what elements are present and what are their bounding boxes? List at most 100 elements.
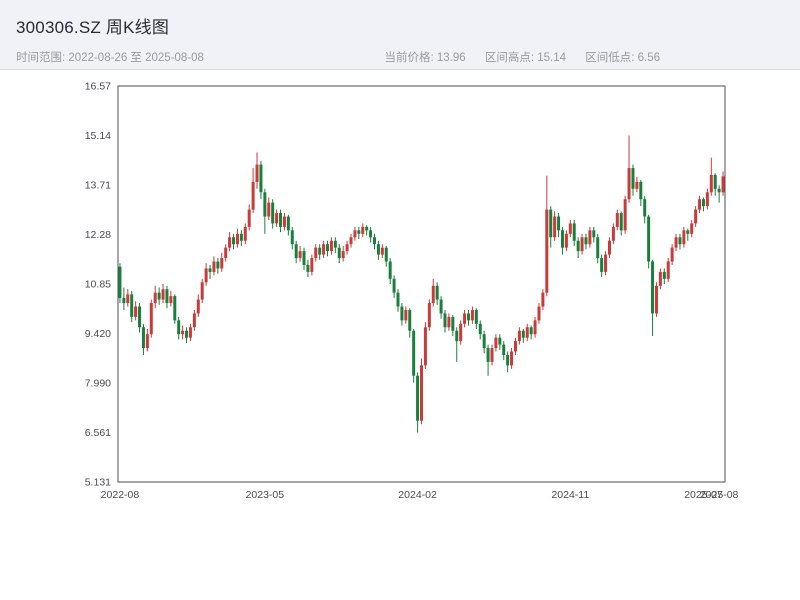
candle-body	[181, 330, 185, 335]
candle-body	[639, 181, 643, 200]
candle-body	[670, 247, 674, 262]
candle-body	[416, 375, 420, 421]
candle-body	[627, 168, 631, 200]
candle-body	[228, 237, 232, 248]
candle-body	[384, 247, 388, 262]
candle-body	[678, 237, 682, 245]
candle-body	[466, 313, 470, 321]
y-axis-tick-label: 13.71	[85, 180, 111, 192]
candle-body	[596, 237, 600, 259]
candle-body	[169, 296, 173, 304]
candle-body	[557, 216, 561, 231]
candle-body	[271, 202, 275, 224]
candle-body	[553, 216, 557, 238]
candle-body	[674, 237, 678, 248]
candle-body	[455, 330, 459, 342]
candle-body	[243, 226, 247, 241]
x-axis-tick-label: 2025-07	[684, 489, 723, 501]
candle-body	[188, 327, 192, 338]
candle-body	[686, 230, 690, 234]
candle-body	[404, 309, 408, 321]
candle-body	[619, 213, 623, 231]
candle-body	[275, 213, 279, 224]
candle-body	[517, 330, 521, 342]
candle-body	[420, 365, 423, 421]
candle-body	[478, 323, 482, 335]
candle-body	[506, 354, 510, 366]
candle-body	[173, 296, 177, 321]
candle-body	[662, 271, 666, 279]
candle-body	[423, 327, 427, 366]
candle-body	[580, 237, 584, 252]
candle-body	[498, 337, 502, 345]
candle-body	[157, 292, 161, 300]
candle-body	[298, 251, 302, 259]
candle-body	[177, 320, 181, 335]
candle-body	[141, 327, 145, 349]
current-price-label: 当前价格: 13.96	[384, 52, 466, 64]
y-axis-tick-label: 15.14	[85, 130, 111, 142]
chart-header: 300306.SZ 周K线图 时间范围: 2022-08-26 至 2025-0…	[0, 0, 800, 70]
candle-body	[251, 181, 255, 210]
candle-body	[490, 348, 494, 362]
candle-body	[392, 278, 396, 293]
candle-body	[357, 230, 361, 234]
candle-body	[588, 230, 592, 245]
candle-body	[604, 254, 608, 272]
candle-body	[161, 289, 165, 300]
candle-body	[341, 251, 345, 259]
candle-body	[705, 192, 709, 207]
candle-body	[654, 285, 658, 314]
candle-body	[615, 213, 619, 227]
candle-body	[635, 181, 639, 189]
range-low-label: 区间低点: 6.56	[585, 52, 660, 64]
candle-body	[463, 313, 467, 324]
y-axis-tick-label: 6.561	[85, 427, 111, 439]
candle-body	[643, 199, 647, 217]
candle-body	[361, 226, 365, 234]
candle-body	[447, 316, 451, 328]
candle-body	[541, 292, 545, 307]
candle-body	[592, 230, 596, 238]
x-axis-tick-label: 2024-02	[398, 489, 437, 501]
candle-body	[145, 334, 149, 349]
candle-body	[698, 199, 702, 210]
candle-body	[126, 294, 130, 304]
candle-body	[388, 261, 392, 279]
candle-body	[373, 237, 377, 245]
candle-body	[118, 266, 122, 298]
candle-body	[314, 247, 318, 259]
candle-body	[130, 294, 134, 317]
y-axis-tick-label: 16.57	[85, 81, 111, 93]
candle-body	[318, 247, 322, 255]
y-axis-tick-label: 5.131	[85, 477, 111, 489]
candle-body	[600, 258, 604, 272]
candle-body	[263, 192, 267, 217]
candle-body	[380, 247, 384, 255]
candle-body	[459, 323, 463, 342]
candle-body	[247, 209, 251, 227]
candle-body	[431, 285, 435, 304]
candle-body	[353, 230, 357, 238]
time-range-label: 时间范围: 2022-08-26 至 2025-08-08	[16, 52, 204, 64]
candle-body	[192, 313, 196, 328]
candle-body	[322, 244, 326, 255]
candle-body	[564, 233, 568, 248]
candle-body	[259, 164, 263, 193]
candle-body	[216, 261, 220, 269]
candle-body	[560, 230, 564, 248]
candle-body	[658, 271, 662, 286]
candle-body	[631, 168, 635, 189]
candle-body	[545, 209, 549, 293]
candle-body	[533, 320, 537, 335]
x-axis-tick-label: 2025-08	[700, 489, 739, 501]
candle-body	[153, 292, 157, 304]
candle-body	[537, 306, 541, 321]
candle-body	[717, 188, 721, 193]
candle-body	[690, 223, 694, 234]
candle-body	[212, 261, 216, 272]
candle-body	[333, 240, 337, 248]
candle-body	[208, 268, 212, 272]
candle-body	[651, 261, 655, 314]
